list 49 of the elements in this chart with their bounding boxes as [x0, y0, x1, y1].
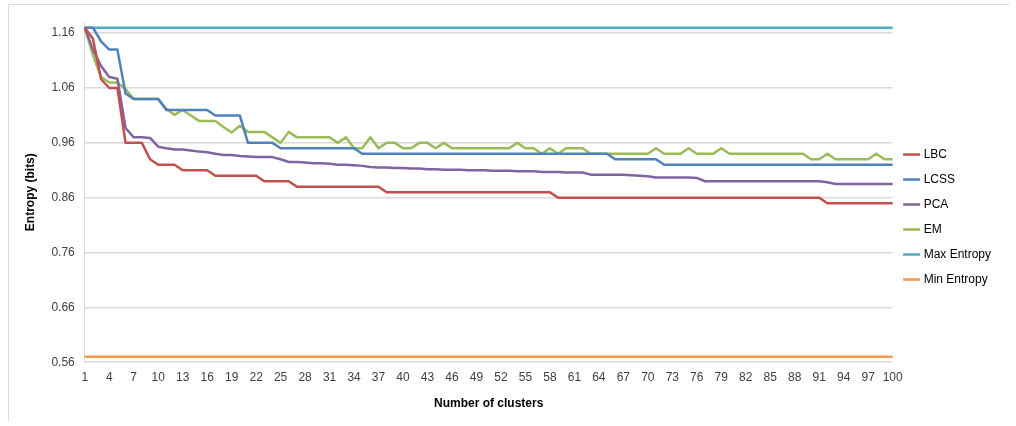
- y-tick-label: 0.96: [51, 135, 76, 150]
- x-tick-label: 49: [469, 369, 484, 384]
- x-tick-label: 73: [665, 369, 680, 384]
- x-tick-label: 76: [690, 369, 704, 384]
- legend-label: LCSS: [923, 171, 955, 186]
- x-tick-label: 43: [420, 369, 435, 384]
- x-tick-label: 94: [837, 369, 851, 384]
- x-tick-label: 82: [739, 369, 753, 384]
- x-tick-label: 28: [298, 369, 313, 384]
- x-tick-label: 7: [130, 369, 138, 384]
- legend-label: Max Entropy: [923, 246, 991, 261]
- legend-label: LBC: [923, 146, 948, 161]
- x-tick-label: 22: [249, 369, 264, 384]
- y-tick-label: 1.06: [51, 80, 76, 95]
- x-tick-label: 40: [396, 369, 411, 384]
- y-tick-label: 0.86: [51, 190, 76, 204]
- legend-label: PCA: [923, 196, 949, 211]
- x-tick-label: 1: [81, 369, 89, 384]
- x-tick-label: 100: [882, 369, 903, 384]
- x-tick-label: 55: [518, 369, 533, 384]
- x-tick-label: 10: [151, 369, 166, 384]
- x-tick-label: 67: [616, 369, 631, 384]
- x-axis-title: Number of clusters: [434, 396, 544, 411]
- x-tick-label: 85: [763, 369, 778, 384]
- x-tick-label: 64: [592, 369, 606, 384]
- x-tick-label: 79: [714, 369, 729, 384]
- y-tick-label: 1.16: [51, 25, 76, 40]
- y-tick-label: 0.76: [51, 244, 76, 259]
- x-tick-label: 70: [641, 369, 655, 384]
- x-tick-label: 19: [224, 369, 239, 384]
- x-tick-label: 58: [543, 369, 557, 384]
- x-tick-label: 37: [371, 369, 386, 384]
- x-tick-label: 91: [812, 369, 827, 384]
- x-tick-label: 25: [273, 369, 288, 384]
- legend-label: EM: [923, 221, 942, 236]
- x-tick-label: 46: [445, 369, 459, 384]
- y-axis-title: Entropy (bits): [22, 153, 37, 232]
- legend-label: Min Entropy: [923, 271, 988, 286]
- x-tick-label: 4: [105, 369, 113, 384]
- x-tick-label: 88: [788, 369, 802, 384]
- x-tick-label: 97: [861, 369, 876, 384]
- x-tick-label: 13: [176, 369, 190, 384]
- y-tick-label: 0.56: [51, 354, 76, 369]
- x-tick-label: 52: [494, 369, 508, 384]
- x-tick-label: 34: [347, 369, 362, 384]
- x-tick-label: 16: [200, 369, 215, 384]
- x-tick-label: 31: [322, 369, 337, 384]
- x-tick-label: 61: [567, 369, 582, 384]
- y-tick-label: 0.66: [51, 299, 76, 314]
